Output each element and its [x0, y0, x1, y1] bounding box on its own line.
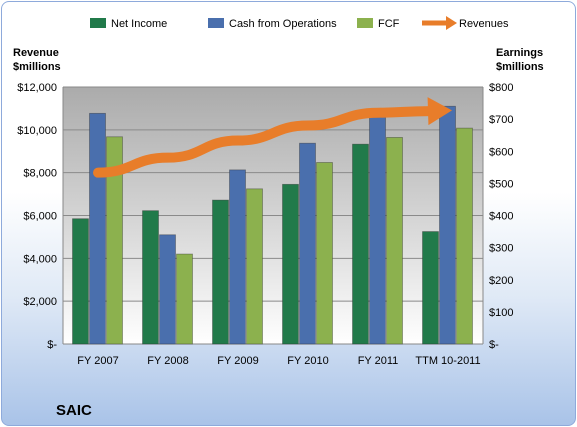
bar-fcf-fy-2010 [316, 162, 333, 345]
legend-swatch-cash-from-operations [208, 18, 224, 28]
company-label: SAIC [56, 402, 92, 419]
bar-fcf-fy-2011 [386, 137, 403, 345]
left-tick-label: $2,000 [23, 296, 57, 308]
left-axis-title-line1: Revenue [13, 47, 59, 59]
right-tick-label: $300 [489, 243, 513, 255]
revenue-arrow [93, 97, 452, 178]
bar-net-income-fy-2011 [352, 143, 369, 345]
right-tick-label: $400 [489, 211, 513, 223]
bar-cash-from-operations-fy-2011 [369, 114, 386, 345]
bar-net-income-fy-2008 [142, 210, 159, 345]
bars [72, 105, 473, 345]
bar-net-income-fy-2007 [72, 218, 89, 345]
category-label-fy-2010: FY 2010 [287, 355, 328, 367]
legend-swatch-net-income [90, 18, 106, 28]
right-tick-label: $500 [489, 178, 513, 190]
right-tick-label: $100 [489, 307, 513, 319]
right-tick-label: $800 [489, 82, 513, 94]
bar-cash-from-operations-fy-2010 [299, 142, 316, 345]
left-tick-label: $4,000 [23, 253, 57, 265]
category-label-fy-2008: FY 2008 [147, 355, 188, 367]
legend-label-fcf: FCF [378, 18, 400, 30]
bar-cash-from-operations-fy-2007 [89, 112, 106, 345]
bar-cash-from-operations-fy-2009 [229, 169, 246, 345]
category-label-ttm-10-2011: TTM 10-2011 [415, 355, 480, 367]
left-axis-ticks: $- $2,000 $4,000 $6,000 $8,000 $10,000 $12,000 [17, 82, 57, 351]
right-tick-label: $- [489, 339, 499, 351]
legend-label-revenues: Revenues [459, 18, 509, 30]
bar-fcf-fy-2007 [106, 136, 123, 345]
legend: Net Income Cash from Operations FCF Reve… [90, 16, 509, 30]
revenue-arrowhead [427, 97, 452, 126]
left-tick-label: $8,000 [23, 168, 57, 180]
category-label-fy-2011: FY 2011 [358, 355, 399, 367]
right-axis-ticks: $- $100 $200 $300 $400 $500 $600 $700 $800 [489, 82, 513, 351]
bar-net-income-fy-2010 [282, 183, 299, 345]
bar-net-income-ttm-10-2011 [422, 231, 439, 345]
legend-label-cash-from-operations: Cash from Operations [229, 18, 337, 30]
bar-fcf-fy-2008 [176, 253, 193, 345]
right-tick-label: $600 [489, 146, 513, 158]
left-tick-label: $6,000 [23, 211, 57, 223]
legend-arrowhead-revenues [446, 16, 457, 30]
category-label-fy-2009: FY 2009 [217, 355, 258, 367]
category-label-fy-2007: FY 2007 [77, 355, 118, 367]
bar-cash-from-operations-fy-2008 [159, 234, 176, 345]
right-axis-title-line1: Earnings [496, 47, 543, 59]
bar-net-income-fy-2009 [212, 199, 229, 345]
bar-cash-from-operations-ttm-10-2011 [439, 105, 456, 345]
right-axis-title-line2: $millions [496, 61, 544, 73]
legend-swatch-fcf [357, 18, 373, 28]
left-tick-label: $- [47, 339, 57, 351]
left-tick-label: $12,000 [17, 82, 57, 94]
bar-fcf-fy-2009 [246, 188, 263, 345]
right-tick-label: $200 [489, 275, 513, 287]
legend-label-net-income: Net Income [111, 18, 167, 30]
left-tick-label: $10,000 [17, 125, 57, 137]
gridlines [62, 86, 484, 345]
right-tick-label: $700 [489, 114, 513, 126]
category-labels: FY 2007 FY 2008 FY 2009 FY 2010 FY 2011 TTM 1… [77, 355, 480, 367]
left-axis-title-line2: $millions [13, 61, 61, 73]
bar-fcf-ttm-10-2011 [456, 127, 473, 345]
